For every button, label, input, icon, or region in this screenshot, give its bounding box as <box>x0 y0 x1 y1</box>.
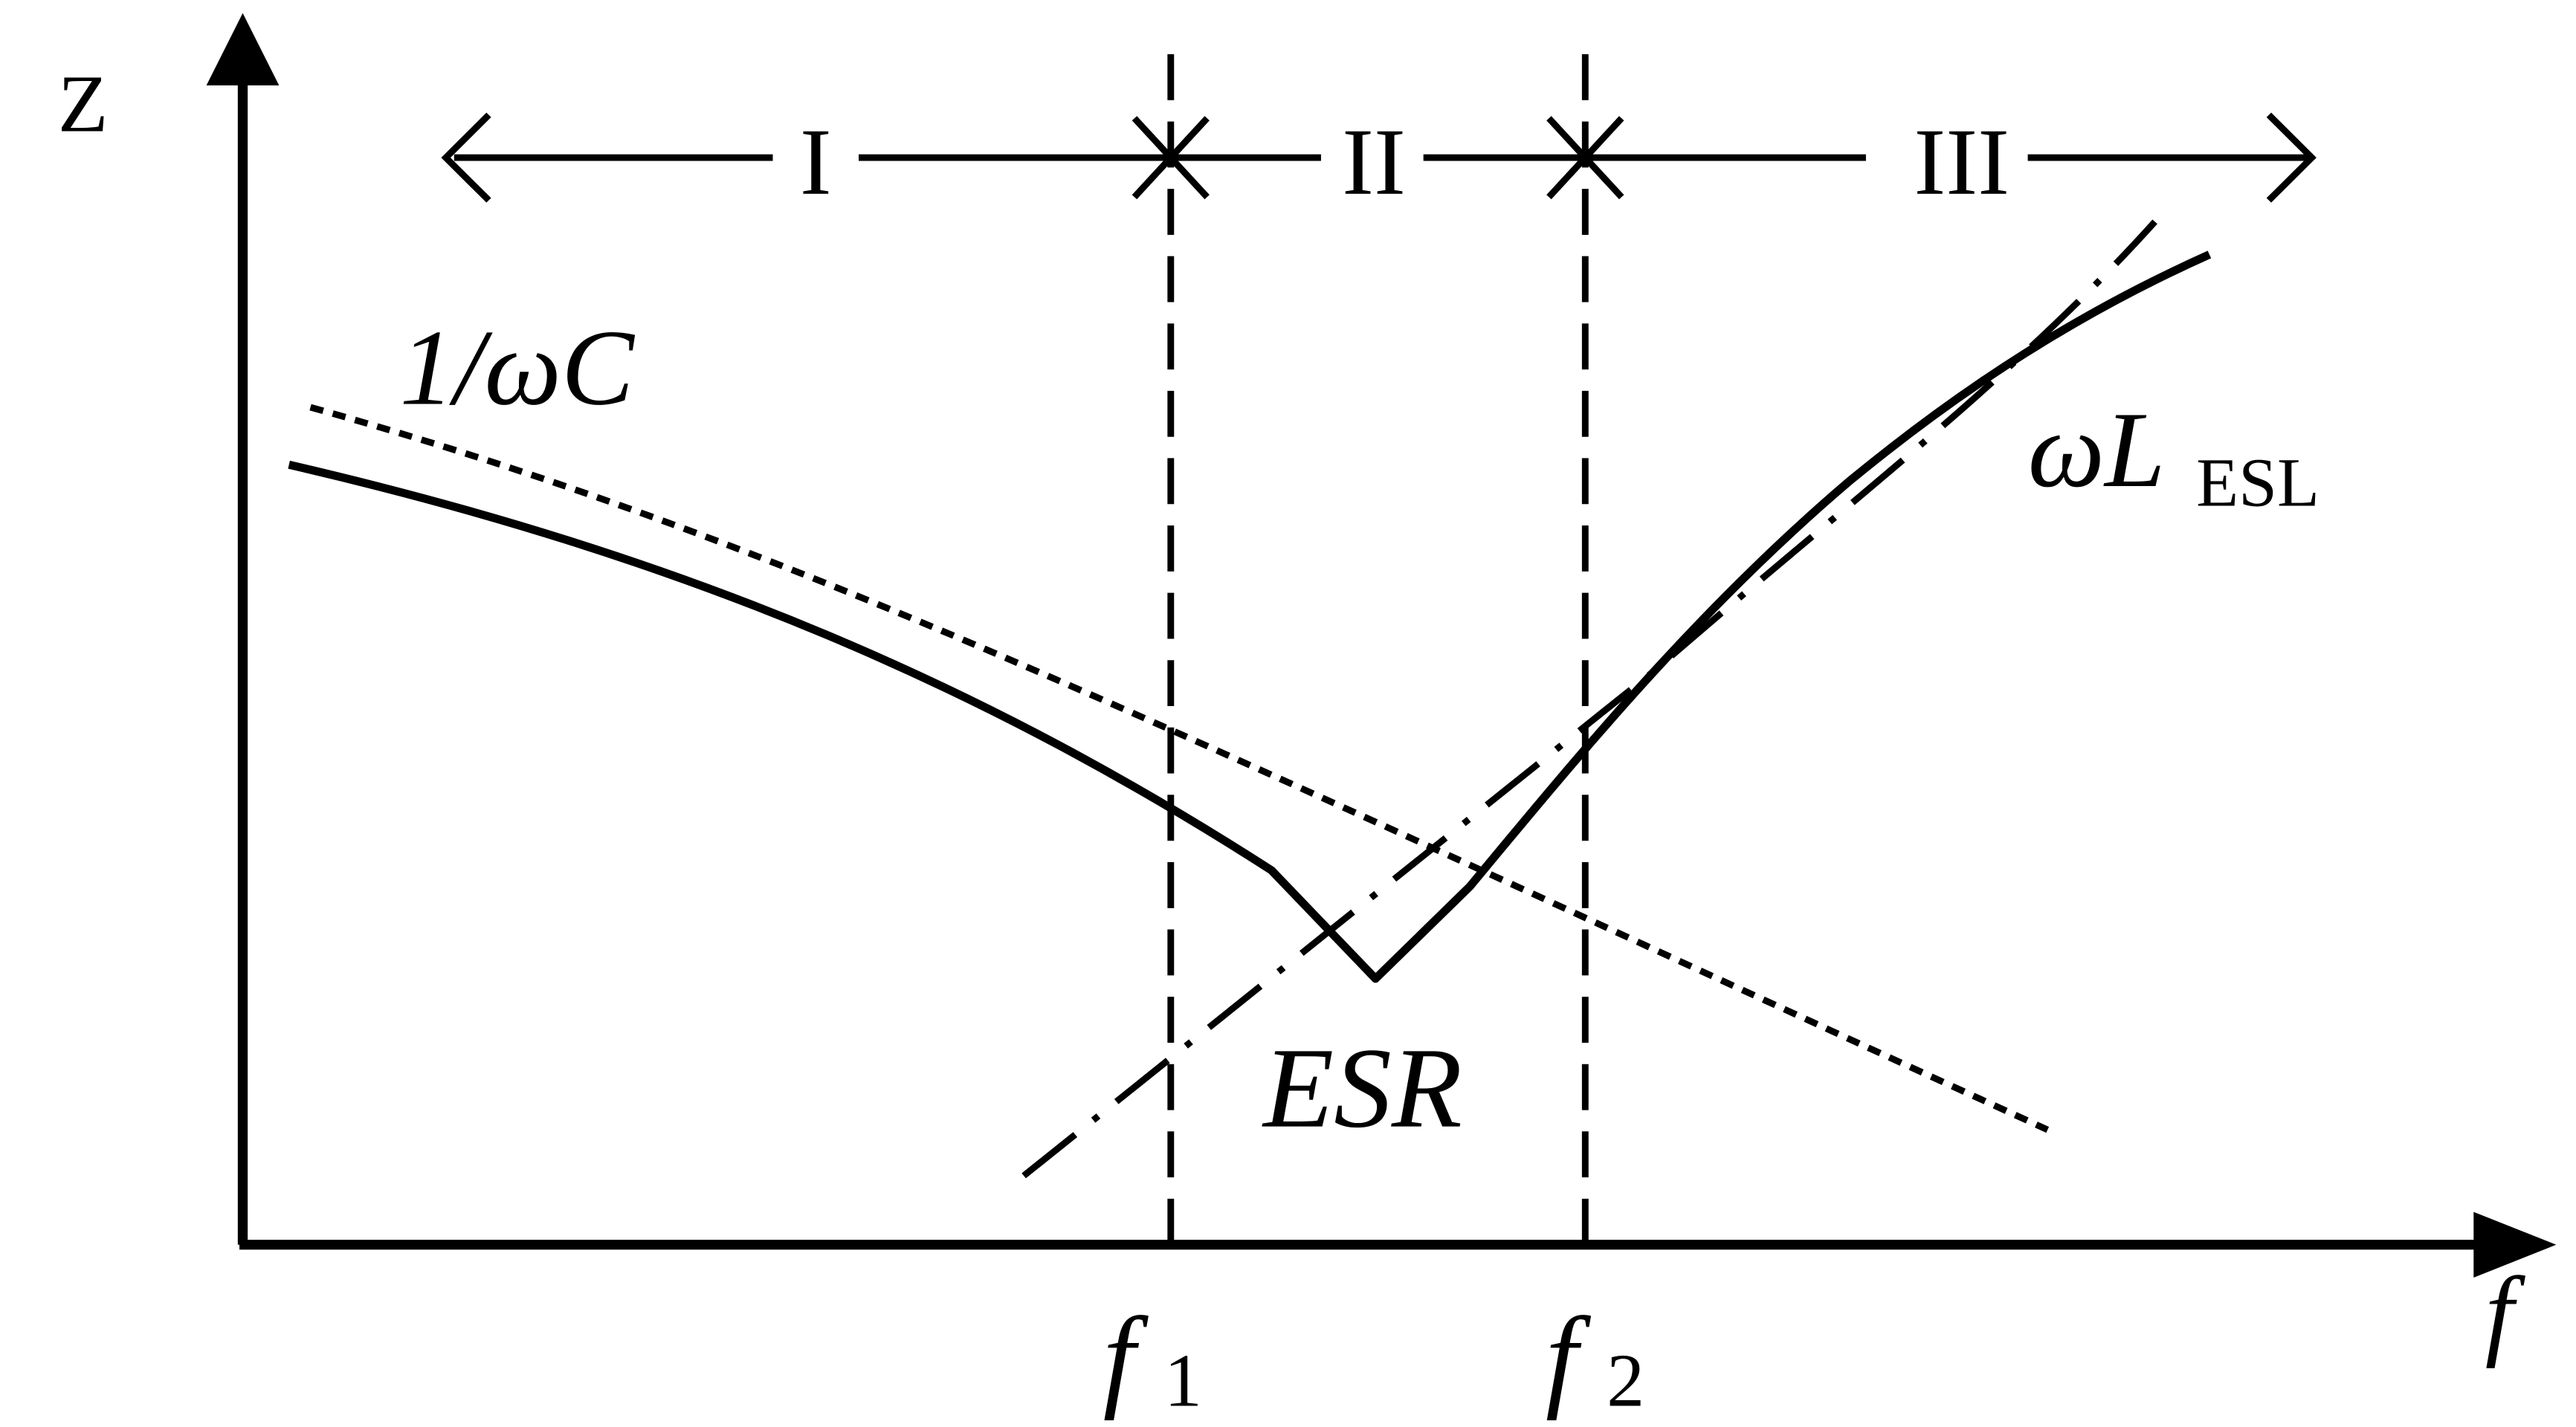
region-arrow: I II III <box>441 109 2317 215</box>
f2-label-subscript: 2 <box>1607 1339 1644 1423</box>
region-2-label: II <box>1342 109 1406 215</box>
f1-label: f 1 <box>1103 1293 1202 1423</box>
inductive-reactance-curve <box>1021 219 2157 1179</box>
total-impedance-curve <box>288 250 2212 983</box>
f2-label: f 2 <box>1546 1293 1644 1423</box>
region-1-label: I <box>800 109 832 215</box>
region-arrow-right-head <box>2266 112 2317 203</box>
inductive-reactance-label: ωL ESL <box>2028 389 2320 521</box>
capacitive-reactance-label: 1/ωC <box>400 308 636 428</box>
y-axis: Z <box>58 13 280 1245</box>
f2-label-base: f <box>1546 1293 1591 1421</box>
region-arrow-left-head <box>441 112 491 203</box>
y-axis-arrowhead <box>206 13 280 85</box>
inductive-reactance-label-subscript: ESL <box>2196 445 2320 522</box>
region-3-label: III <box>1914 109 2010 215</box>
f1-label-base: f <box>1103 1293 1149 1421</box>
x-axis-arrowhead <box>2473 1211 2557 1278</box>
inductive-reactance-label-base: ωL <box>2028 389 2166 510</box>
f2-cross-marker <box>1546 116 1624 200</box>
f1-cross-marker <box>1132 116 1210 200</box>
f1-label-subscript: 1 <box>1164 1339 1202 1423</box>
capacitive-reactance-curve <box>309 404 2050 1133</box>
y-axis-label: Z <box>58 58 109 149</box>
resistive-label: ESR <box>1262 1024 1462 1152</box>
x-axis: f <box>239 1211 2557 1369</box>
x-axis-label: f <box>2485 1256 2525 1369</box>
